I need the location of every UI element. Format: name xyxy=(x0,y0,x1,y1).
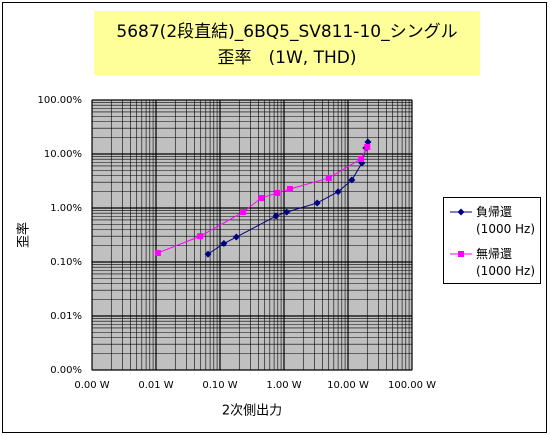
data-point xyxy=(240,209,247,216)
y-tick-label: 100.00% xyxy=(38,95,83,106)
data-point xyxy=(286,185,293,192)
data-point xyxy=(154,249,161,256)
plot-area xyxy=(91,99,413,371)
data-point xyxy=(457,208,465,216)
data-point xyxy=(364,143,371,150)
x-tick-label: 100.00 W xyxy=(388,380,436,391)
x-tick-label: 1.00 W xyxy=(266,380,301,391)
data-point xyxy=(283,208,291,216)
y-axis-label: 歪率 xyxy=(16,222,32,248)
legend-label: 無帰還(1000 Hz) xyxy=(476,246,535,278)
y-tick-label: 0.01% xyxy=(50,311,82,322)
data-point xyxy=(274,189,281,196)
y-tick-label: 10.00% xyxy=(44,149,82,160)
data-point xyxy=(204,250,212,258)
data-point xyxy=(197,233,204,240)
data-point xyxy=(325,174,332,181)
title-box xyxy=(94,11,480,75)
data-point xyxy=(348,176,356,184)
y-tick-label: 1.00% xyxy=(50,203,82,214)
data-point xyxy=(364,138,372,146)
data-point xyxy=(258,195,265,202)
y-tick-label: 0.10% xyxy=(50,257,82,268)
data-point xyxy=(358,155,365,162)
x-tick-label: 0.00 W xyxy=(74,380,109,391)
data-point xyxy=(458,251,464,257)
data-point xyxy=(313,199,321,207)
y-tick-label: 0.00% xyxy=(50,365,82,376)
chart-subtitle: 歪率 (1W, THD) xyxy=(218,48,357,68)
data-point xyxy=(232,233,240,241)
data-point xyxy=(334,188,342,196)
legend-box xyxy=(443,197,541,284)
data-point xyxy=(220,240,228,248)
x-tick-label: 10.00 W xyxy=(327,380,369,391)
chart-title: 5687(2段直結)_6BQ5_SV811-10_シングル xyxy=(116,22,457,42)
legend-label: 負帰還(1000 Hz) xyxy=(476,205,535,236)
x-axis-label: 2次側出力 xyxy=(222,403,282,419)
x-tick-label: 0.10 W xyxy=(202,380,237,391)
data-point xyxy=(272,212,280,220)
x-tick-label: 0.01 W xyxy=(138,380,173,391)
